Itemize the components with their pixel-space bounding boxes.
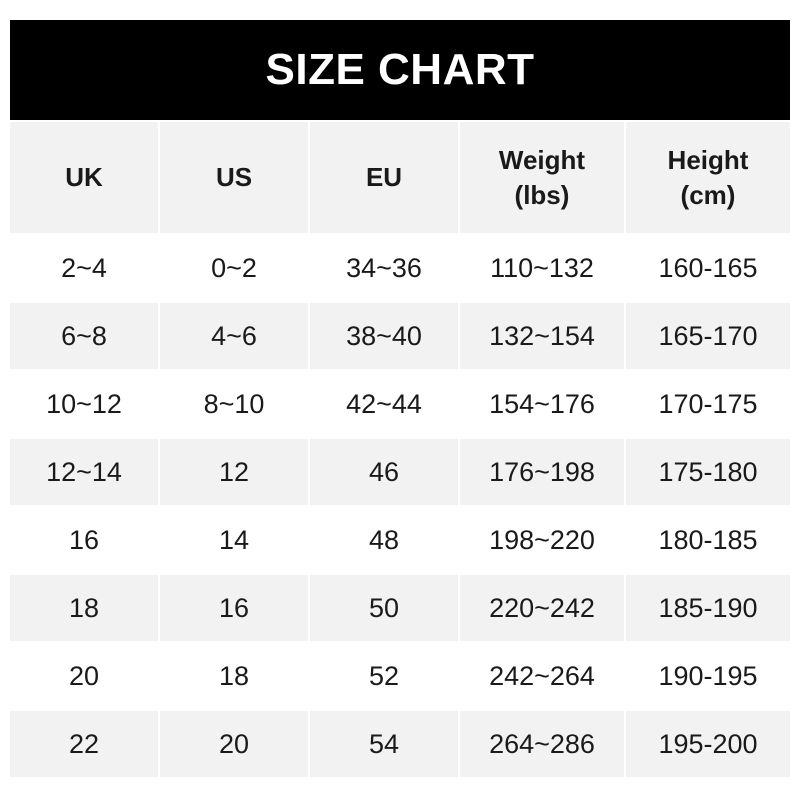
column-header: Height (cm) (626, 122, 790, 233)
table-cell: 220~242 (460, 575, 624, 641)
column-header: EU (310, 122, 458, 233)
table-cell: 50 (310, 575, 458, 641)
table-cell: 20 (68, 660, 100, 691)
table-cell: 264~286 (460, 711, 624, 777)
table-cell: 0~2 (211, 252, 257, 283)
table-cell: 154~176 (489, 388, 595, 419)
table-cell: 18 (10, 575, 158, 641)
table-cell: 165-170 (626, 303, 790, 369)
table-cell: 180-185 (658, 524, 758, 555)
table-cell: 132~154 (460, 303, 624, 369)
column-header: Weight (lbs) (460, 122, 624, 233)
table-cell: 2~4 (61, 252, 107, 283)
table-cell: 242~264 (489, 660, 595, 691)
table-cell: 170-175 (658, 388, 758, 419)
table-cell: 6~8 (10, 303, 158, 369)
table-cell: 195-200 (626, 711, 790, 777)
table-cell: 12 (160, 439, 308, 505)
size-chart-table: UK US EU Weight (lbs) Height (cm) 2~4 0~2 34~36… (10, 122, 790, 779)
table-cell: 48 (368, 524, 400, 555)
table-cell: 185-190 (626, 575, 790, 641)
table-cell: 10~12 (46, 388, 122, 419)
table-cell: 175-180 (626, 439, 790, 505)
table-cell: 8~10 (203, 388, 265, 419)
table-cell: 20 (160, 711, 308, 777)
table-cell: 190-195 (658, 660, 758, 691)
table-cell: 198~220 (489, 524, 595, 555)
table-cell: 52 (368, 660, 400, 691)
table-cell: 54 (310, 711, 458, 777)
column-header: UK (10, 122, 158, 233)
table-cell: 38~40 (310, 303, 458, 369)
table-cell: 16 (68, 524, 100, 555)
size-chart-title: SIZE CHART (10, 20, 790, 120)
table-cell: 160-165 (658, 252, 758, 283)
table-cell: 16 (160, 575, 308, 641)
table-cell: 34~36 (346, 252, 422, 283)
table-cell: 110~132 (490, 252, 594, 283)
table-cell: 42~44 (346, 388, 422, 419)
table-cell: 176~198 (460, 439, 624, 505)
table-cell: 4~6 (160, 303, 308, 369)
column-header: US (160, 122, 308, 233)
table-cell: 12~14 (10, 439, 158, 505)
table-cell: 46 (310, 439, 458, 505)
table-cell: 18 (218, 660, 250, 691)
table-cell: 22 (10, 711, 158, 777)
table-cell: 14 (218, 524, 250, 555)
